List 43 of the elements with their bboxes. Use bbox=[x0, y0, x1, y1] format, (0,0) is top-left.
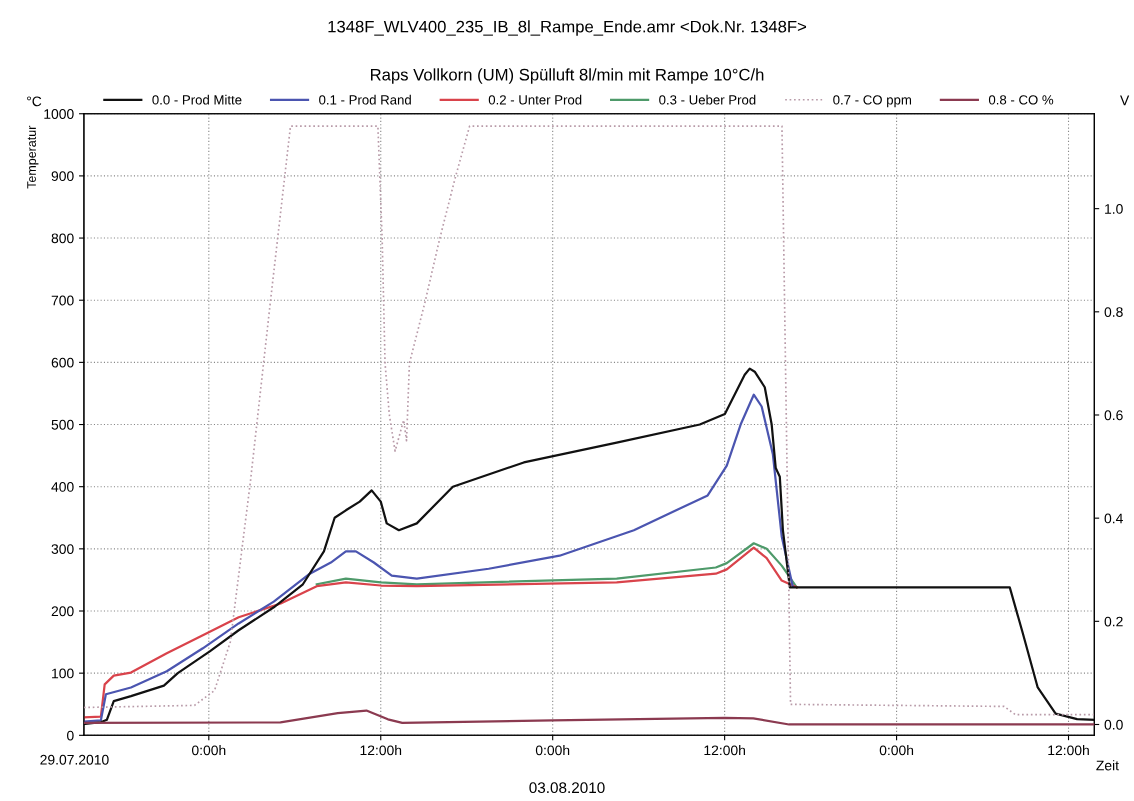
text: 29.07.2010 bbox=[40, 754, 109, 765]
legend-label: 0.0 - Prod Mitte bbox=[152, 94, 242, 105]
x-tick-label: 12:00h bbox=[704, 745, 745, 756]
line-series bbox=[315, 542, 798, 589]
line-series bbox=[83, 125, 1095, 716]
x-tick-label: 0:00h bbox=[535, 745, 570, 756]
legend-label: 0.1 - Prod Rand bbox=[319, 94, 411, 105]
y2-tick-label: 0.8 bbox=[1104, 307, 1123, 317]
line-series bbox=[83, 546, 798, 719]
line-series bbox=[83, 367, 1095, 726]
y2-tick-label: 1.0 bbox=[1105, 203, 1123, 214]
legend-label: 0.8 - CO % bbox=[988, 95, 1054, 105]
y-tick-label: 300 bbox=[51, 544, 74, 555]
y-tick-label: 400 bbox=[51, 482, 74, 492]
y2-axis-title: V bbox=[1120, 95, 1130, 106]
x-tick-label: 12:00h bbox=[360, 745, 402, 756]
x-tick-label: 0:00h bbox=[191, 745, 226, 756]
y2-tick-label: 0.6 bbox=[1104, 410, 1123, 421]
y-tick-label: 700 bbox=[51, 295, 74, 306]
y-tick-label: 0 bbox=[67, 730, 74, 741]
y2-tick-label: 0.0 bbox=[1104, 719, 1123, 730]
y2-tick-label: 0.2 bbox=[1104, 616, 1123, 627]
line-series bbox=[83, 393, 794, 723]
x-axis-title: Zeit bbox=[1096, 760, 1119, 771]
y-tick-label: 900 bbox=[51, 171, 74, 182]
line-series bbox=[83, 709, 1095, 726]
legend-label: 0.3 - Ueber Prod bbox=[659, 94, 756, 105]
text: °C bbox=[27, 96, 42, 107]
y-tick-label: 200 bbox=[51, 606, 74, 617]
text: 03.08.2010 bbox=[529, 782, 605, 794]
y-tick-label: 1000 bbox=[44, 109, 74, 119]
chart-subtitle: Raps Vollkorn (UM) Spülluft 8l/min mit Rampe 10°C/h bbox=[370, 68, 764, 84]
legend-label: 0.7 - CO ppm bbox=[833, 95, 912, 108]
y2-tick-label: 0.4 bbox=[1104, 513, 1123, 524]
y-tick-label: 600 bbox=[51, 357, 74, 368]
x-tick-label: 12:00h bbox=[1048, 745, 1089, 756]
x-tick-label: 0:00h bbox=[879, 745, 914, 756]
y-tick-label: 100 bbox=[52, 668, 74, 679]
y-axis-title: Temperatur bbox=[27, 125, 39, 189]
legend-label: 0.2 - Unter Prod bbox=[488, 94, 582, 105]
chart-title: 1348F_WLV400_235_IB_8l_Rampe_Ende.amr <Dok.Nr. 1348F> bbox=[328, 20, 807, 36]
y-tick-label: 800 bbox=[51, 233, 74, 244]
y-tick-label: 500 bbox=[51, 419, 74, 430]
